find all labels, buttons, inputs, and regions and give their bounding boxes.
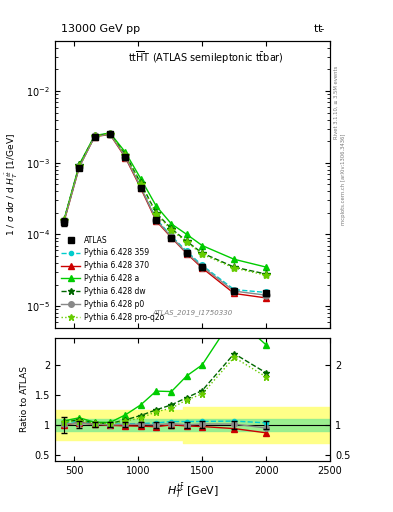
Bar <box>55 419 330 431</box>
Pythia 6.428 359 <box>108 131 112 137</box>
Pythia 6.428 359 <box>200 262 204 268</box>
Line: Pythia 6.428 a: Pythia 6.428 a <box>61 130 270 270</box>
Pythia 6.428 p0 <box>77 164 82 170</box>
X-axis label: $H_T^{t\bar{t}}$ [GeV]: $H_T^{t\bar{t}}$ [GeV] <box>167 481 219 500</box>
Pythia 6.428 370 <box>138 185 143 191</box>
Legend: ATLAS, Pythia 6.428 359, Pythia 6.428 370, Pythia 6.428 a, Pythia 6.428 dw, Pyth: ATLAS, Pythia 6.428 359, Pythia 6.428 37… <box>59 233 167 324</box>
Pythia 6.428 p0 <box>184 250 189 256</box>
Text: ATLAS_2019_I1750330: ATLAS_2019_I1750330 <box>152 309 233 316</box>
Pythia 6.428 370 <box>169 234 174 241</box>
Pythia 6.428 370 <box>62 219 66 225</box>
Pythia 6.428 a <box>108 130 112 136</box>
Pythia 6.428 pro-q2o <box>138 181 143 187</box>
Pythia 6.428 a <box>138 176 143 182</box>
Text: tt$\bar{}$: tt$\bar{}$ <box>313 22 325 34</box>
Pythia 6.428 370 <box>92 134 97 140</box>
Text: 13000 GeV pp: 13000 GeV pp <box>61 24 140 34</box>
Pythia 6.428 pro-q2o <box>232 265 237 271</box>
Pythia 6.428 a <box>169 221 174 227</box>
Pythia 6.428 a <box>200 243 204 249</box>
Pythia 6.428 359 <box>154 216 158 222</box>
Pythia 6.428 dw <box>154 210 158 216</box>
Pythia 6.428 a <box>154 203 158 209</box>
Pythia 6.428 p0 <box>123 154 128 160</box>
Line: Pythia 6.428 pro-q2o: Pythia 6.428 pro-q2o <box>60 130 270 280</box>
Pythia 6.428 a <box>232 256 237 262</box>
Pythia 6.428 359 <box>77 163 82 169</box>
Pythia 6.428 pro-q2o <box>264 272 268 278</box>
Pythia 6.428 p0 <box>200 264 204 270</box>
Pythia 6.428 dw <box>108 131 112 137</box>
Pythia 6.428 pro-q2o <box>77 163 82 169</box>
Pythia 6.428 dw <box>232 264 237 270</box>
Pythia 6.428 p0 <box>169 234 174 240</box>
Pythia 6.428 dw <box>62 217 66 223</box>
Pythia 6.428 p0 <box>108 131 112 137</box>
Text: Rivet 3.1.10, ≥ 3.5M events: Rivet 3.1.10, ≥ 3.5M events <box>334 66 338 139</box>
Pythia 6.428 pro-q2o <box>154 210 158 217</box>
Pythia 6.428 359 <box>232 287 237 293</box>
Line: Pythia 6.428 359: Pythia 6.428 359 <box>61 131 269 295</box>
Pythia 6.428 p0 <box>62 218 66 224</box>
Line: Pythia 6.428 p0: Pythia 6.428 p0 <box>61 131 270 298</box>
Pythia 6.428 pro-q2o <box>169 227 174 233</box>
Pythia 6.428 a <box>62 217 66 223</box>
Pythia 6.428 359 <box>264 289 268 295</box>
Pythia 6.428 p0 <box>154 217 158 223</box>
Pythia 6.428 a <box>77 161 82 167</box>
Pythia 6.428 370 <box>154 218 158 224</box>
Pythia 6.428 pro-q2o <box>92 133 97 139</box>
Pythia 6.428 359 <box>62 218 66 224</box>
Pythia 6.428 370 <box>200 265 204 271</box>
Pythia 6.428 pro-q2o <box>123 152 128 158</box>
Pythia 6.428 dw <box>200 250 204 256</box>
Pythia 6.428 dw <box>169 226 174 232</box>
Pythia 6.428 370 <box>232 290 237 296</box>
Pythia 6.428 370 <box>108 132 112 138</box>
Pythia 6.428 a <box>264 264 268 270</box>
Pythia 6.428 pro-q2o <box>108 131 112 137</box>
Pythia 6.428 p0 <box>264 292 268 298</box>
Pythia 6.428 dw <box>92 133 97 139</box>
Pythia 6.428 370 <box>77 164 82 170</box>
Pythia 6.428 pro-q2o <box>184 239 189 245</box>
Text: tt$\overline{\mathrm{H}}$T (ATLAS semileptonic t$\bar{\mathrm{t}}$bar): tt$\overline{\mathrm{H}}$T (ATLAS semile… <box>129 50 284 66</box>
Pythia 6.428 359 <box>169 233 174 239</box>
Pythia 6.428 p0 <box>138 184 143 190</box>
Pythia 6.428 359 <box>184 248 189 254</box>
Pythia 6.428 dw <box>77 162 82 168</box>
Pythia 6.428 a <box>92 133 97 139</box>
Pythia 6.428 p0 <box>92 133 97 139</box>
Y-axis label: Ratio to ATLAS: Ratio to ATLAS <box>20 367 29 432</box>
Text: mcplots.cern.ch [arXiv:1306.3436]: mcplots.cern.ch [arXiv:1306.3436] <box>342 134 346 225</box>
Pythia 6.428 a <box>184 231 189 238</box>
Pythia 6.428 pro-q2o <box>62 217 66 223</box>
Pythia 6.428 370 <box>184 250 189 257</box>
Pythia 6.428 dw <box>138 180 143 186</box>
Line: Pythia 6.428 dw: Pythia 6.428 dw <box>60 130 270 278</box>
Pythia 6.428 dw <box>123 152 128 158</box>
Pythia 6.428 p0 <box>232 288 237 294</box>
Line: Pythia 6.428 370: Pythia 6.428 370 <box>61 131 270 302</box>
Pythia 6.428 359 <box>138 184 143 190</box>
Pythia 6.428 a <box>123 149 128 155</box>
Pythia 6.428 dw <box>264 271 268 277</box>
Pythia 6.428 359 <box>123 154 128 160</box>
Pythia 6.428 370 <box>264 295 268 301</box>
Pythia 6.428 370 <box>123 155 128 161</box>
Y-axis label: 1 / $\sigma$ d$\sigma$ / d $H_T^{t\bar{t}}$ [1/GeV]: 1 / $\sigma$ d$\sigma$ / d $H_T^{t\bar{t… <box>4 133 20 236</box>
Pythia 6.428 359 <box>92 133 97 139</box>
Pythia 6.428 pro-q2o <box>200 251 204 257</box>
Pythia 6.428 dw <box>184 238 189 244</box>
